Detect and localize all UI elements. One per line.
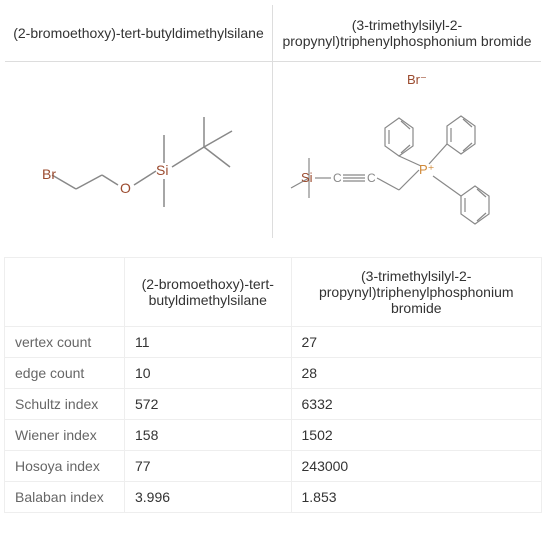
- p-atom-label: P⁺: [419, 162, 435, 177]
- spacer: [4, 239, 542, 257]
- c2-label: C: [367, 171, 376, 185]
- row-val1: 10: [125, 358, 292, 389]
- row-label: Hosoya index: [5, 451, 125, 482]
- row-label: edge count: [5, 358, 125, 389]
- br-atom-label: Br: [42, 166, 56, 182]
- br-anion-label: Br⁻: [407, 72, 427, 87]
- row-val2: 1502: [291, 420, 542, 451]
- row-label: Wiener index: [5, 420, 125, 451]
- structure-row: Br O Si Br⁻: [5, 62, 542, 239]
- compound-names-row: (2-bromoethoxy)-tert-butyldimethylsilane…: [5, 5, 542, 62]
- row-val1: 77: [125, 451, 292, 482]
- compound1-name: (2-bromoethoxy)-tert-butyldimethylsilane: [5, 5, 273, 62]
- row-val2: 243000: [291, 451, 542, 482]
- table-row: Wiener index 158 1502: [5, 420, 542, 451]
- row-label: vertex count: [5, 327, 125, 358]
- row-val1: 3.996: [125, 482, 292, 513]
- row-val1: 11: [125, 327, 292, 358]
- row-val1: 572: [125, 389, 292, 420]
- data-header-col2: (3-trimethylsilyl-2-propynyl)triphenylph…: [291, 258, 542, 327]
- table-row: edge count 10 28: [5, 358, 542, 389]
- row-val2: 27: [291, 327, 542, 358]
- row-val1: 158: [125, 420, 292, 451]
- compound1-structure-cell: Br O Si: [5, 62, 273, 239]
- compound1-structure-svg: Br O Si: [14, 75, 264, 225]
- c1-label: C: [333, 171, 342, 185]
- table-row: Hosoya index 77 243000: [5, 451, 542, 482]
- table-row: Schultz index 572 6332: [5, 389, 542, 420]
- table-row: Balaban index 3.996 1.853: [5, 482, 542, 513]
- o-atom-label: O: [120, 180, 131, 196]
- data-header-blank: [5, 258, 125, 327]
- si-atom-label: Si: [156, 162, 168, 178]
- compound-header-table: (2-bromoethoxy)-tert-butyldimethylsilane…: [4, 4, 542, 239]
- table-row: vertex count 11 27: [5, 327, 542, 358]
- compound2-structure-svg: Br⁻: [277, 66, 537, 234]
- compound2-name: (3-trimethylsilyl-2-propynyl)triphenylph…: [273, 5, 542, 62]
- row-val2: 28: [291, 358, 542, 389]
- row-label: Schultz index: [5, 389, 125, 420]
- row-val2: 1.853: [291, 482, 542, 513]
- row-label: Balaban index: [5, 482, 125, 513]
- data-header-row: (2-bromoethoxy)-tert-butyldimethylsilane…: [5, 258, 542, 327]
- data-header-col1: (2-bromoethoxy)-tert-butyldimethylsilane: [125, 258, 292, 327]
- row-val2: 6332: [291, 389, 542, 420]
- compound2-structure-cell: Br⁻: [273, 62, 542, 239]
- si-atom-label-2: Si: [301, 170, 313, 185]
- graph-indices-table: (2-bromoethoxy)-tert-butyldimethylsilane…: [4, 257, 542, 513]
